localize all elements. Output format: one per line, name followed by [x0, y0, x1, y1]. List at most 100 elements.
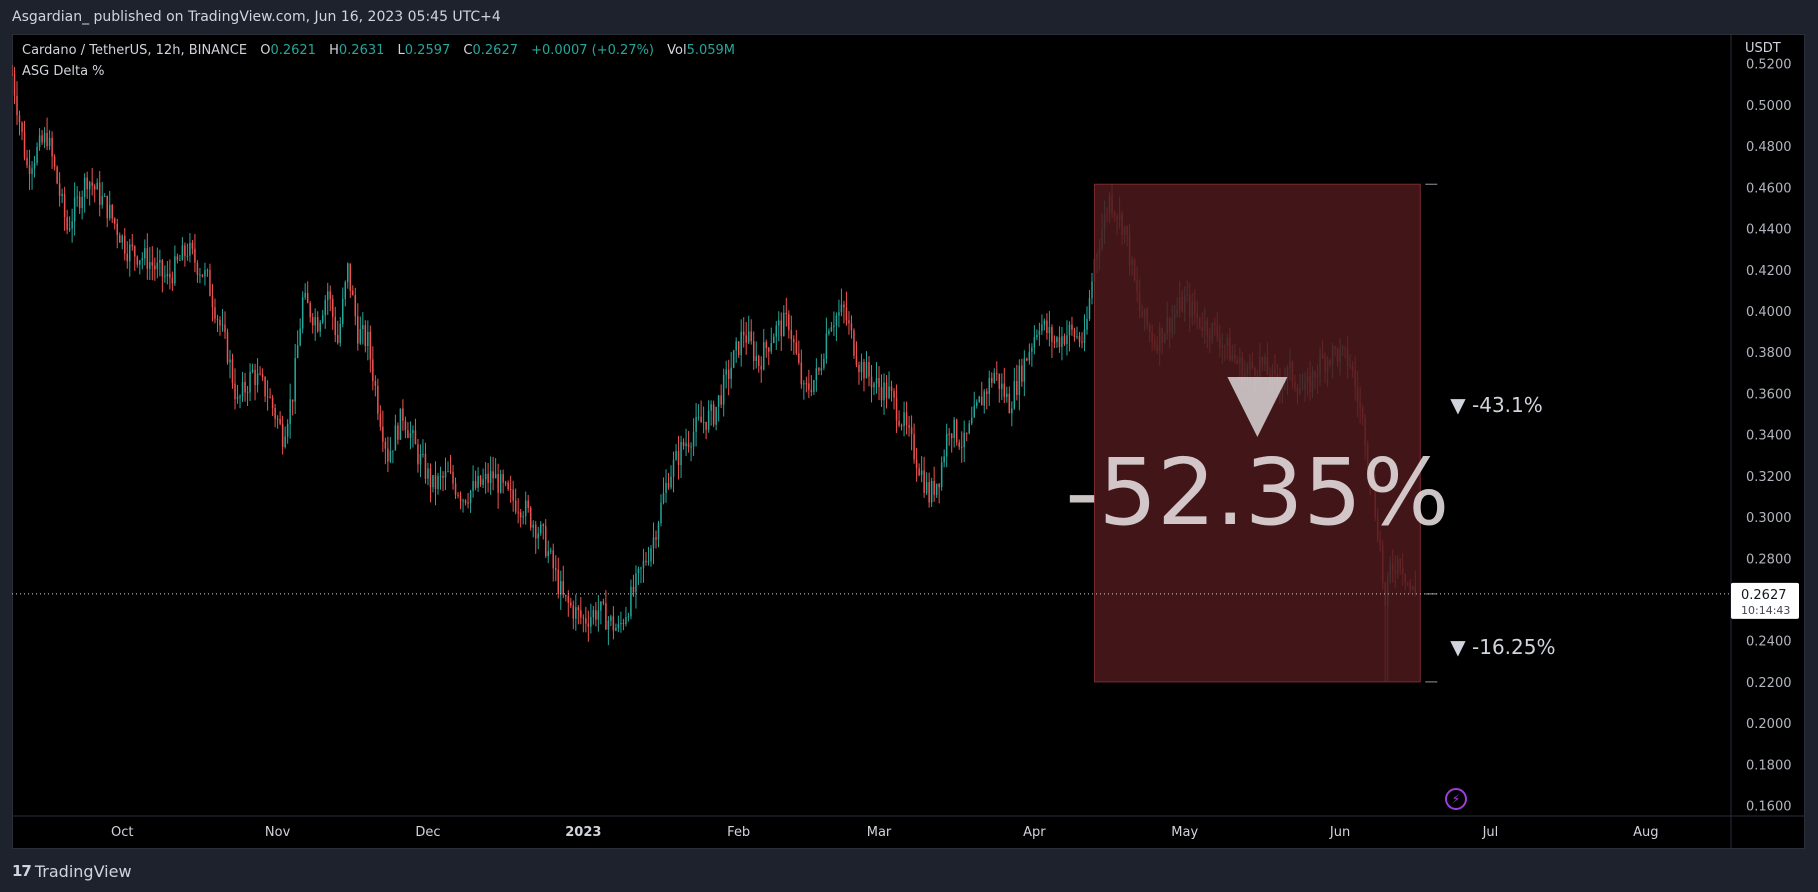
- candle-body: [43, 132, 46, 143]
- candle-body: [595, 610, 597, 620]
- candle-body: [725, 369, 727, 375]
- candle-body: [93, 185, 96, 190]
- candle-body: [950, 433, 953, 439]
- candle-body: [231, 359, 234, 384]
- candle-body: [828, 330, 830, 334]
- candle-body: [194, 248, 196, 263]
- candle-body: [933, 481, 935, 495]
- candle-body: [236, 396, 239, 400]
- price-chart[interactable]: -52.35%▼ -43.1% ▼ -16.25% USDT 0.5200 0.5000…: [12, 34, 1805, 849]
- candle-body: [53, 156, 56, 167]
- candle-body: [527, 500, 529, 508]
- candle-body: [337, 335, 339, 343]
- time-label: Apr: [1023, 825, 1046, 840]
- candle-body: [808, 383, 810, 390]
- bar-countdown: 10:14:43: [1741, 604, 1790, 617]
- candle-body: [820, 367, 823, 371]
- candle-body: [670, 476, 672, 488]
- candle-body: [705, 421, 707, 430]
- candle-body: [657, 523, 660, 540]
- candle-body: [259, 373, 261, 375]
- candle-body: [539, 524, 542, 534]
- candle-body: [650, 548, 652, 562]
- time-label: Oct: [111, 825, 133, 840]
- candle-body: [757, 356, 760, 366]
- candle-body: [993, 373, 996, 383]
- candle-body: [419, 453, 422, 465]
- candle-body: [154, 265, 156, 270]
- candle-body: [840, 304, 843, 313]
- candle-body: [1071, 324, 1073, 330]
- candle-body: [923, 470, 925, 493]
- candle-body: [752, 341, 755, 361]
- candle-body: [953, 419, 955, 439]
- candle-body: [319, 322, 321, 332]
- chart-frame[interactable]: [12, 34, 1805, 849]
- candle-body: [354, 295, 357, 317]
- candle-body: [359, 329, 362, 344]
- candle-body: [870, 376, 873, 388]
- candle-body: [765, 342, 768, 348]
- candle-body: [214, 307, 216, 319]
- candle-body: [567, 595, 570, 603]
- candle-body: [838, 312, 840, 316]
- candle-body: [793, 339, 795, 343]
- candle-body: [324, 300, 326, 316]
- delta-total-label: -52.35%: [1065, 439, 1449, 546]
- candle-body: [464, 500, 467, 503]
- candle-body: [38, 135, 41, 148]
- candle-body: [519, 512, 522, 518]
- candle-body: [898, 420, 900, 426]
- candle-body: [1013, 381, 1016, 409]
- candle-body: [547, 551, 549, 557]
- price-tick-label: 0.4200: [1746, 264, 1792, 279]
- candle-body: [672, 459, 675, 477]
- candle-body: [1076, 336, 1078, 338]
- candle-body: [1016, 381, 1018, 395]
- close-value: 0.2627: [472, 43, 519, 58]
- candle-body: [294, 357, 296, 402]
- candle-body: [427, 468, 429, 479]
- candle-body: [858, 364, 860, 373]
- candle-body: [226, 332, 229, 363]
- candle-body: [58, 183, 61, 196]
- currency-label[interactable]: USDT: [1745, 41, 1781, 56]
- candle-body: [146, 248, 149, 269]
- candle-body: [68, 228, 71, 230]
- candle-body: [254, 370, 256, 386]
- candle-body: [562, 581, 565, 596]
- indicator-name[interactable]: ASG Delta %: [22, 64, 105, 79]
- candle-body: [524, 500, 527, 517]
- lightning-icon[interactable]: ⚡: [1445, 788, 1467, 810]
- candle-body: [627, 616, 630, 618]
- price-tick-label: 0.2000: [1746, 717, 1792, 732]
- candle-body: [850, 323, 853, 331]
- candle-body: [108, 204, 111, 219]
- candle-body: [306, 292, 309, 304]
- candle-body: [945, 433, 948, 457]
- candle-body: [863, 361, 865, 379]
- candle-body: [557, 569, 560, 594]
- price-tick-label: 0.1800: [1746, 758, 1792, 773]
- candle-body: [199, 274, 201, 276]
- candle-body: [773, 336, 775, 344]
- candle-body: [615, 628, 617, 631]
- time-label: May: [1171, 825, 1198, 840]
- candle-body: [116, 223, 118, 236]
- candle-body: [903, 412, 905, 427]
- candle-body: [565, 595, 567, 597]
- tradingview-logo[interactable]: 17 TradingView: [12, 860, 132, 882]
- symbol-name[interactable]: Cardano / TetherUS, 12h, BINANCE: [22, 43, 248, 58]
- candle-body: [447, 471, 449, 473]
- price-tick-label: 0.4800: [1746, 140, 1792, 155]
- candle-body: [101, 196, 103, 205]
- candle-body: [246, 392, 249, 394]
- candle-body: [106, 195, 108, 219]
- candle-body: [660, 502, 662, 524]
- candle-body: [652, 537, 655, 549]
- candle-body: [28, 165, 31, 174]
- candle-body: [384, 441, 387, 449]
- candle-body: [813, 380, 815, 393]
- candle-body: [707, 410, 710, 430]
- candle-body: [798, 353, 800, 363]
